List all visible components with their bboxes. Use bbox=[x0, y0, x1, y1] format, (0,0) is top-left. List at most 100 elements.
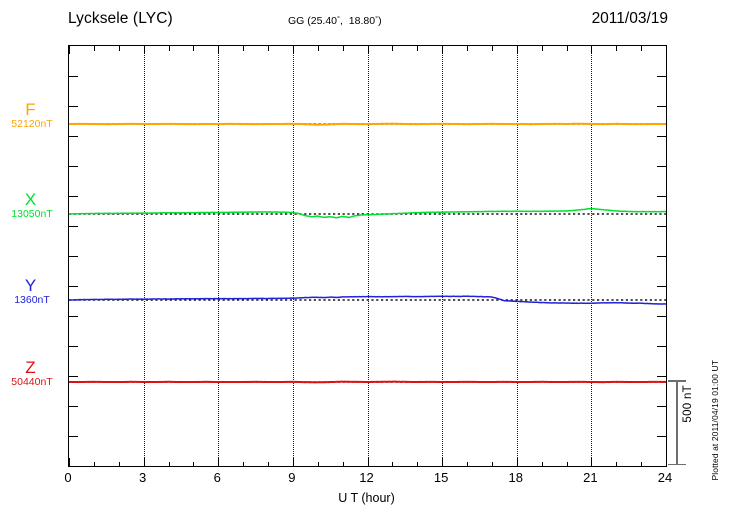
gridline-vertical bbox=[143, 46, 145, 466]
geo-latitude: 25.40 bbox=[310, 15, 338, 28]
y-tick-right bbox=[657, 376, 666, 377]
component-baseline-z: 50440nT bbox=[11, 376, 53, 388]
y-tick-left bbox=[69, 346, 78, 347]
y-tick-right bbox=[657, 346, 666, 347]
x-tick-top-minor bbox=[317, 46, 319, 51]
y-tick-left bbox=[69, 316, 78, 317]
x-tick-major bbox=[367, 458, 369, 466]
x-tick-top-minor bbox=[243, 46, 245, 51]
x-tick-top-major bbox=[442, 46, 444, 54]
y-tick-right bbox=[657, 106, 666, 107]
y-tick-left bbox=[69, 106, 78, 107]
x-tick-top-minor bbox=[566, 46, 568, 51]
x-tick-minor bbox=[392, 462, 394, 466]
x-tick-label: 24 bbox=[657, 470, 673, 485]
x-tick-minor bbox=[93, 462, 95, 466]
y-tick-right bbox=[657, 256, 666, 257]
x-tick-top-major bbox=[69, 46, 70, 54]
y-tick-left bbox=[69, 376, 78, 377]
x-tick-top-major bbox=[591, 46, 593, 54]
y-tick-right bbox=[657, 226, 666, 227]
x-tick-top-minor bbox=[268, 46, 269, 51]
x-tick-label: 12 bbox=[359, 470, 374, 485]
x-tick-top-minor bbox=[168, 46, 170, 51]
x-tick-minor bbox=[268, 462, 269, 466]
x-tick-major bbox=[442, 458, 444, 466]
scale-bar-top-cap bbox=[668, 380, 686, 382]
plotted-timestamp: Plotted at 2011/04/19 01:00 UT bbox=[710, 360, 720, 481]
x-tick-top-minor bbox=[641, 46, 643, 51]
component-label-z: Z 50440nT bbox=[2, 359, 62, 389]
x-tick-minor bbox=[641, 462, 643, 466]
x-tick-label: 3 bbox=[139, 470, 147, 485]
y-tick-left bbox=[69, 166, 78, 167]
y-tick-left bbox=[69, 256, 78, 257]
x-tick-top-minor bbox=[193, 46, 195, 51]
component-label-y: Y 1360nT bbox=[2, 277, 62, 307]
component-symbol-y: Y bbox=[24, 276, 37, 295]
x-tick-top-minor bbox=[392, 46, 394, 51]
x-tick-top-major bbox=[143, 46, 145, 54]
gridline-vertical bbox=[591, 46, 593, 466]
y-tick-left bbox=[69, 76, 78, 77]
x-tick-minor bbox=[541, 462, 543, 466]
x-tick-minor bbox=[193, 462, 195, 466]
y-tick-left bbox=[69, 196, 78, 197]
component-baseline-x: 13050nT bbox=[11, 208, 53, 220]
geo-separator: , bbox=[340, 15, 349, 28]
component-baseline-y: 1360nT bbox=[14, 294, 50, 306]
x-tick-minor bbox=[342, 462, 344, 466]
x-tick-major bbox=[143, 458, 145, 466]
x-tick-top-minor bbox=[417, 46, 419, 51]
scale-bar-bottom-cap bbox=[668, 463, 686, 465]
y-tick-right bbox=[657, 166, 666, 167]
y-tick-left bbox=[69, 406, 78, 407]
y-tick-left bbox=[69, 286, 78, 287]
trace-z bbox=[69, 380, 666, 384]
observation-date: 2011/03/19 bbox=[591, 10, 668, 27]
x-tick-major bbox=[292, 458, 294, 466]
trace-x bbox=[69, 207, 666, 219]
x-tick-top-minor bbox=[93, 46, 95, 51]
baseline-reference-y bbox=[69, 299, 666, 301]
plot-area bbox=[69, 46, 666, 466]
x-tick-label: 21 bbox=[583, 470, 598, 485]
component-label-f: F 52120nT bbox=[2, 101, 62, 131]
x-tick-minor bbox=[467, 462, 468, 466]
x-axis-title: U T (hour) bbox=[338, 491, 395, 505]
x-tick-top-major bbox=[292, 46, 294, 54]
gridline-vertical bbox=[516, 46, 518, 466]
geographic-coordinates: GG (25.40°, 18.80°) bbox=[288, 14, 382, 27]
y-tick-right bbox=[657, 136, 666, 137]
y-tick-right bbox=[657, 76, 666, 77]
x-tick-minor bbox=[118, 462, 120, 466]
gridline-vertical bbox=[442, 46, 444, 466]
y-tick-right bbox=[657, 316, 666, 317]
degree-icon: ° bbox=[375, 14, 379, 23]
trace-y bbox=[69, 295, 666, 305]
x-tick-minor bbox=[417, 462, 419, 466]
y-tick-left bbox=[69, 136, 78, 137]
component-baseline-f: 52120nT bbox=[11, 118, 53, 130]
x-tick-top-minor bbox=[491, 46, 493, 51]
y-tick-right bbox=[657, 436, 666, 437]
x-tick-label: 6 bbox=[213, 470, 221, 485]
gridline-vertical bbox=[292, 46, 294, 466]
y-tick-left bbox=[69, 226, 78, 227]
component-label-x: X 13050nT bbox=[2, 191, 62, 221]
x-tick-top-major bbox=[367, 46, 369, 54]
x-tick-label: 0 bbox=[64, 470, 72, 485]
x-tick-label: 18 bbox=[508, 470, 523, 485]
y-tick-right bbox=[657, 406, 666, 407]
trace-f bbox=[69, 122, 666, 126]
x-tick-top-minor bbox=[541, 46, 543, 51]
y-tick-right bbox=[657, 286, 666, 287]
x-tick-minor bbox=[168, 462, 170, 466]
x-tick-major bbox=[218, 458, 220, 466]
component-symbol-x: X bbox=[24, 190, 37, 209]
x-tick-top-minor bbox=[118, 46, 120, 51]
gridline-vertical bbox=[218, 46, 220, 466]
x-tick-top-major bbox=[218, 46, 220, 54]
x-tick-minor bbox=[317, 462, 319, 466]
